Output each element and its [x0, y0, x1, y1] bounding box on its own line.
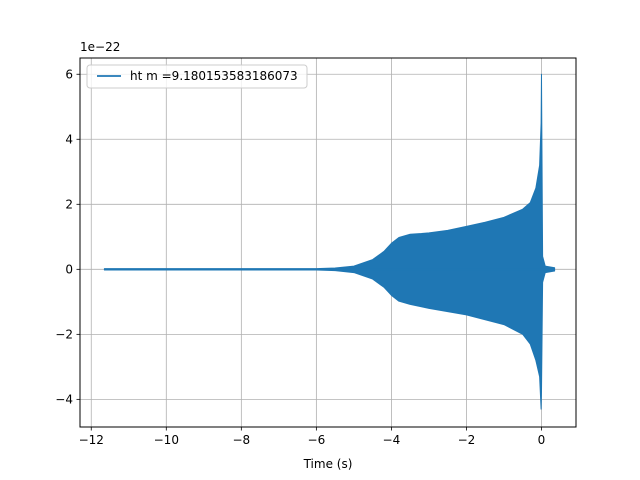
y-tick-label: 0: [65, 262, 73, 276]
y-tick-label: 2: [65, 197, 73, 211]
legend: ht m =9.180153583186073: [86, 64, 308, 89]
x-tick-label: −4: [383, 433, 401, 447]
y-tick-label: −2: [55, 327, 73, 341]
plot-area: [103, 73, 556, 410]
series-signal: [103, 73, 556, 410]
axes-frame: [79, 57, 577, 428]
x-tick-label: −6: [308, 433, 326, 447]
x-tick-label: 0: [538, 433, 546, 447]
x-tick-label: −2: [458, 433, 476, 447]
y-offset-label: 1e−22: [80, 40, 120, 54]
legend-box: [86, 64, 308, 89]
x-tick-label: −12: [79, 433, 104, 447]
ticks: −12 −10 −8 −6 −4 −2 0 −4 −2 0 2 4 6: [55, 67, 545, 447]
x-axis-label: Time (s): [303, 457, 353, 471]
y-tick-label: 4: [65, 132, 73, 146]
x-tick-label: −10: [154, 433, 179, 447]
x-tick-label: −8: [232, 433, 250, 447]
y-tick-label: 6: [65, 67, 73, 81]
y-tick-label: −4: [55, 392, 73, 406]
legend-entry-label: ht m =9.180153583186073: [130, 69, 298, 83]
